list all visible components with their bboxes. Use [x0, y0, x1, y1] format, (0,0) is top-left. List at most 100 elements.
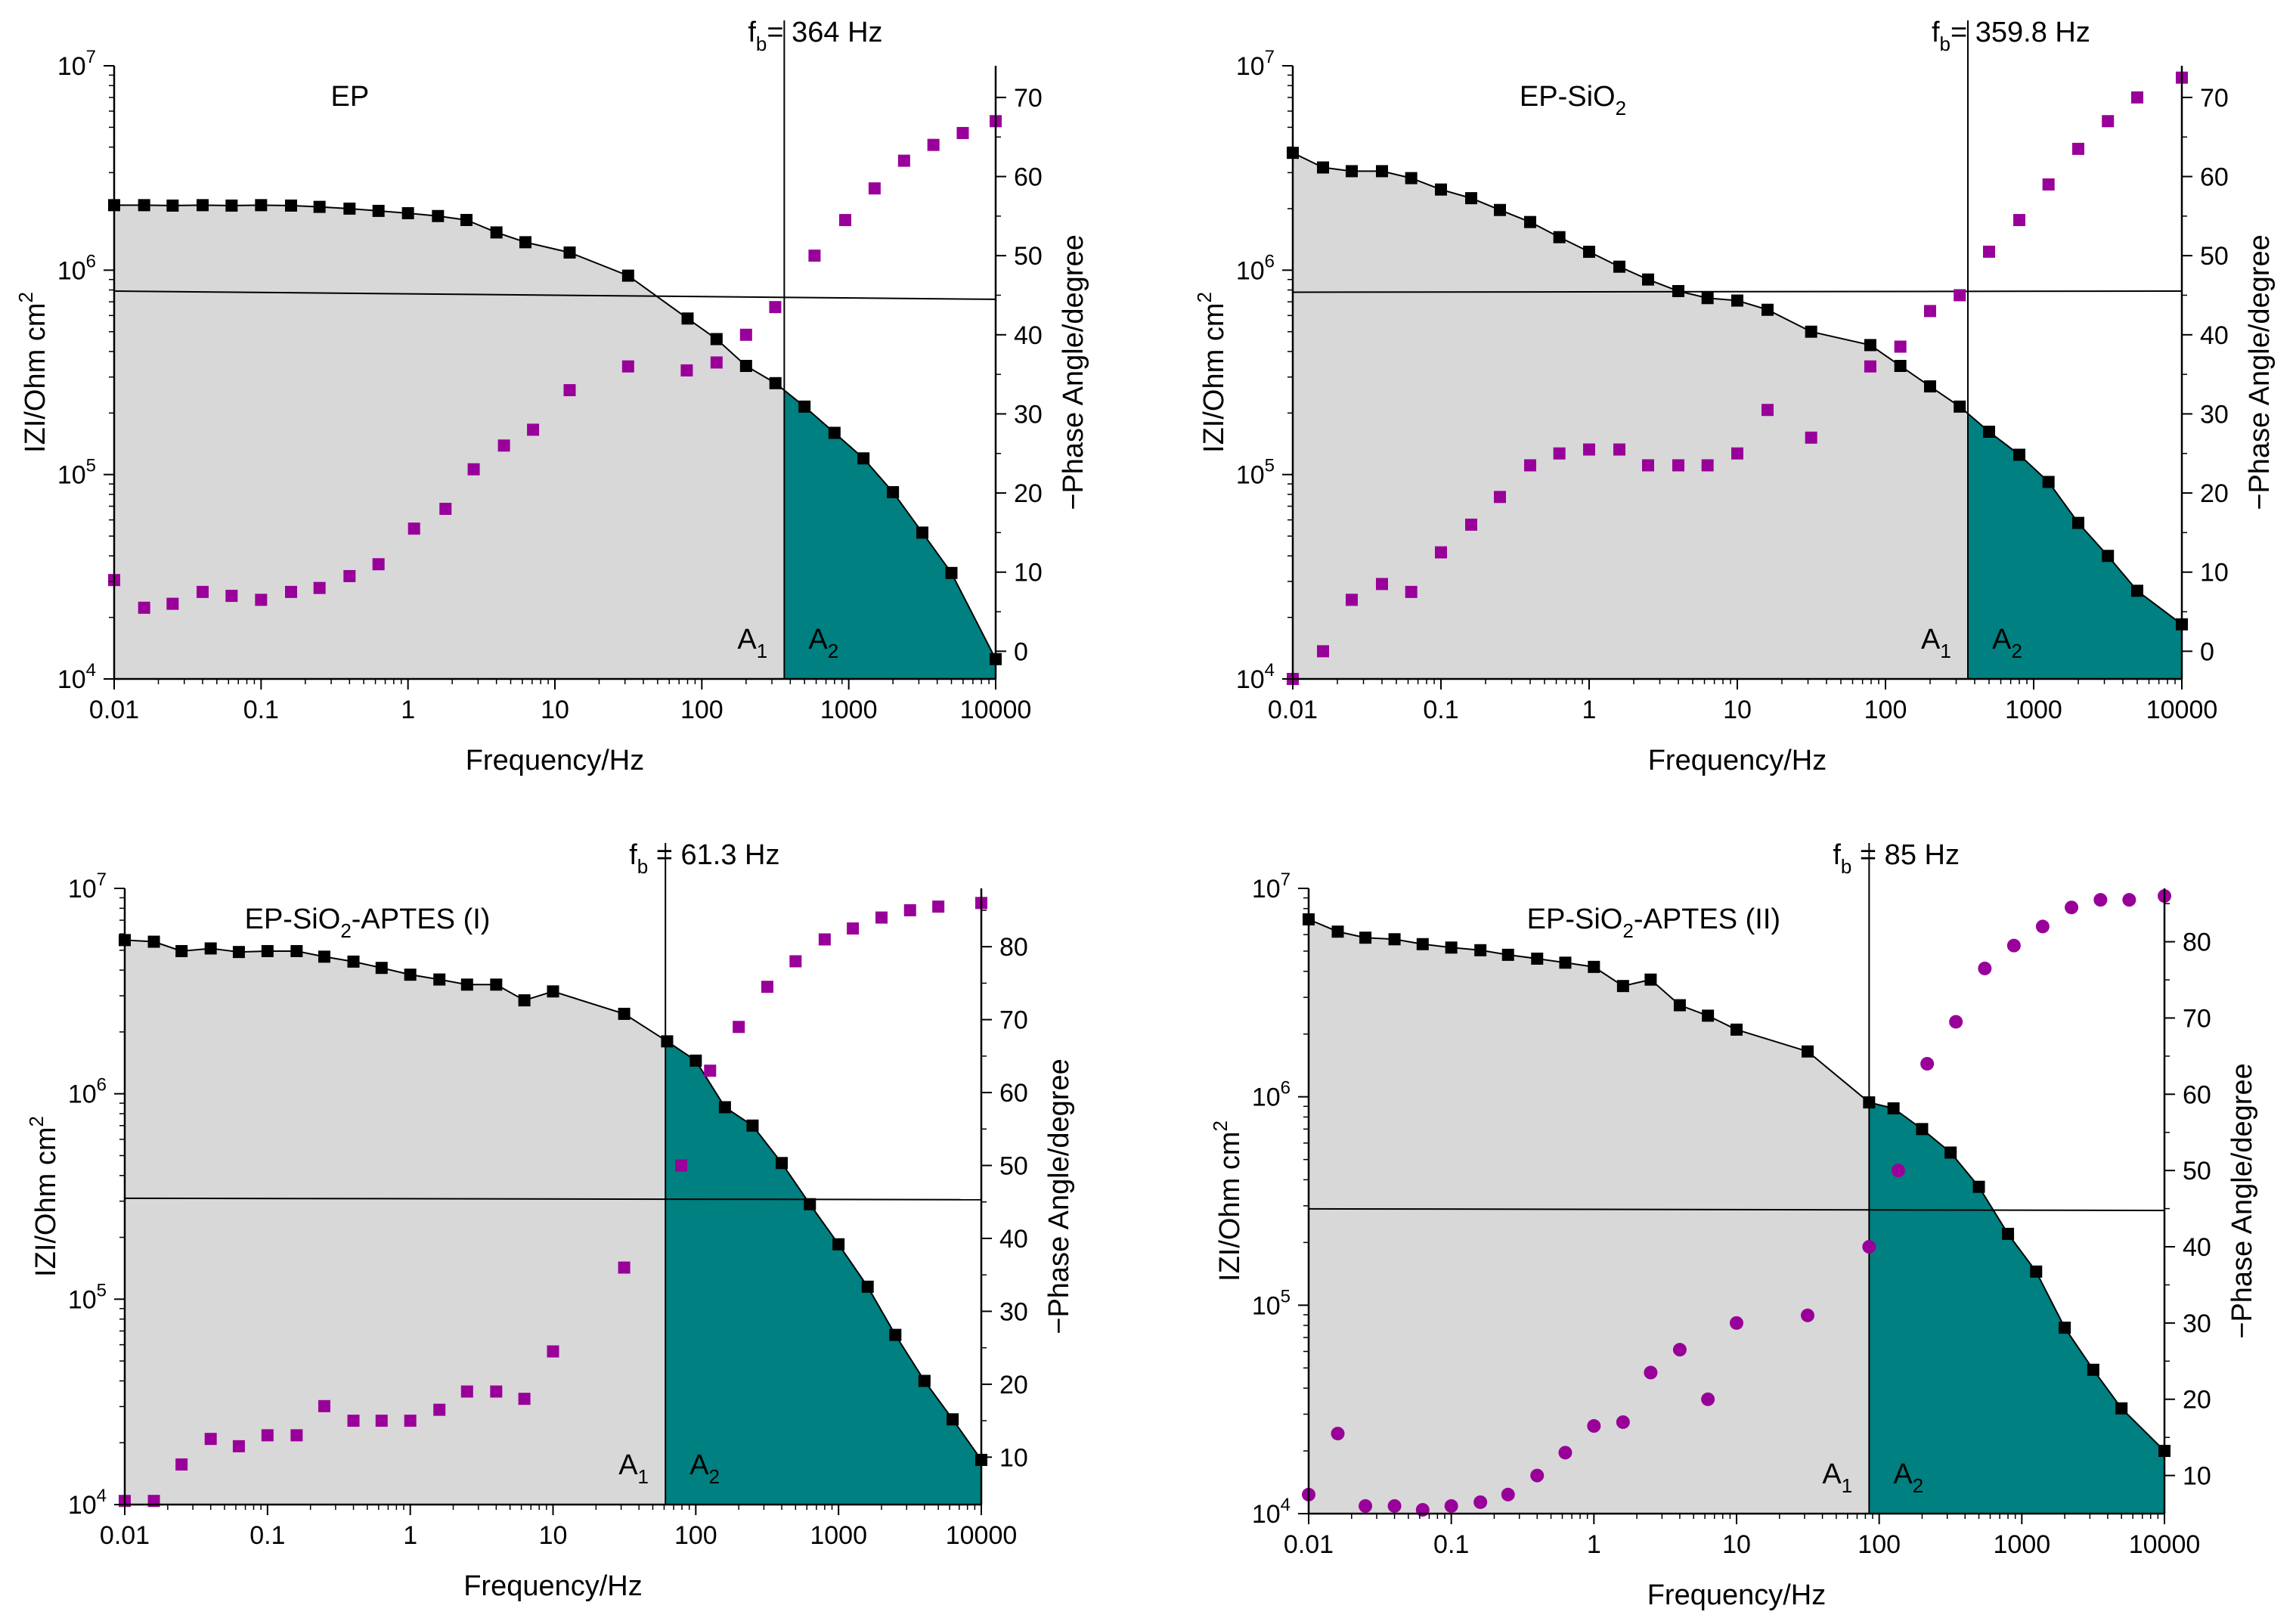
impedance-point — [661, 1035, 674, 1048]
impedance-point — [618, 1007, 631, 1020]
x-tick-label: 100 — [680, 696, 724, 724]
x-tick-label: 10 — [539, 1521, 568, 1550]
phase-point — [2122, 893, 2136, 907]
panel-title: EP — [331, 81, 370, 113]
impedance-line — [1308, 919, 2165, 1452]
phase-point — [1731, 447, 1743, 460]
impedance-point — [1474, 944, 1487, 956]
phase-point — [847, 922, 860, 935]
y2-tick-label: 50 — [999, 1152, 1028, 1181]
impedance-point — [798, 400, 811, 413]
y-tick-label: 104 — [68, 1486, 107, 1520]
phase-point — [372, 558, 385, 571]
x-tick-label: 0.1 — [1423, 696, 1458, 724]
x-tick-label: 100 — [674, 1521, 717, 1550]
y-tick-label: 106 — [68, 1075, 107, 1109]
phase-point — [1924, 305, 1937, 318]
y-tick-label: 104 — [1252, 1495, 1291, 1529]
phase-point — [1473, 1495, 1488, 1509]
phase-point — [1801, 1308, 1815, 1322]
phase-point — [490, 1385, 503, 1398]
y2-tick-label: 60 — [1014, 163, 1043, 192]
phase-point — [2035, 919, 2050, 934]
x-tick-label: 10000 — [946, 1521, 1018, 1550]
y-tick-label: 107 — [57, 47, 96, 81]
phase-point — [285, 585, 298, 598]
phase-point — [1387, 1499, 1402, 1513]
phase-point — [1493, 491, 1506, 504]
impedance-point — [2102, 550, 2115, 563]
phase-point — [460, 1385, 473, 1398]
impedance-point — [1465, 192, 1478, 205]
impedance-point — [916, 526, 929, 539]
area-a2-label: A2 — [1992, 624, 2022, 662]
y-tick-label: 106 — [1236, 251, 1275, 285]
y2-tick-label: 0 — [1014, 637, 1028, 666]
y-tick-label: 105 — [1252, 1286, 1291, 1320]
area-a2-label: A2 — [689, 1449, 720, 1488]
phase-point — [618, 1261, 631, 1274]
impedance-point — [1924, 380, 1937, 393]
area-a1-fill — [125, 940, 666, 1505]
impedance-point — [432, 209, 445, 222]
phase-point — [808, 250, 821, 262]
x-tick-label: 0.1 — [1433, 1530, 1469, 1559]
impedance-point — [1616, 980, 1629, 993]
phase-point — [2006, 938, 2021, 953]
fb-label: fb = 85 Hz — [1833, 839, 1960, 878]
impedance-point — [2115, 1402, 2128, 1415]
x-tick-label: 1 — [403, 1521, 417, 1550]
phase-point — [2065, 900, 2079, 915]
impedance-point — [776, 1157, 789, 1170]
phase-point — [2130, 91, 2143, 104]
y-axis-title: IZI/Ohm cm2 — [14, 292, 51, 453]
phase-point — [2093, 893, 2108, 907]
x-tick-label: 0.1 — [243, 696, 279, 724]
impedance-point — [2013, 448, 2026, 461]
x-tick-label: 100 — [1864, 696, 1907, 724]
phase-point — [404, 1415, 417, 1427]
y2-tick-label: 70 — [999, 1006, 1028, 1035]
x-axis-title: Frequency/Hz — [463, 1570, 643, 1602]
impedance-point — [1864, 339, 1876, 352]
x-tick-label: 1000 — [810, 1521, 867, 1550]
phase-point — [1862, 1240, 1876, 1254]
impedance-point — [197, 199, 209, 212]
y2-tick-label: 80 — [2183, 928, 2211, 957]
impedance-point — [1317, 161, 1330, 174]
impedance-point — [490, 226, 503, 239]
impedance-point — [1673, 999, 1686, 1012]
impedance-point — [460, 213, 473, 226]
phase-point — [1701, 1392, 1715, 1406]
impedance-point — [739, 359, 752, 372]
phase-point — [956, 126, 969, 139]
impedance-point — [1501, 948, 1514, 961]
y-axis-title: IZI/Ohm cm2 — [1193, 292, 1230, 453]
y-tick-label: 107 — [68, 869, 107, 903]
impedance-point — [1731, 294, 1743, 307]
phase-45-line — [1308, 1207, 2165, 1211]
phase-point — [1701, 459, 1714, 472]
phase-point — [204, 1433, 217, 1446]
area-a2-label: A2 — [1893, 1458, 1923, 1497]
phase-point — [704, 1065, 717, 1077]
impedance-point — [166, 199, 179, 212]
impedance-point — [1613, 260, 1626, 273]
phase-point — [1558, 1446, 1572, 1460]
fb-label: fb= 364 Hz — [748, 17, 882, 55]
impedance-point — [563, 246, 576, 259]
panel-title: EP-SiO2-APTES (II) — [1527, 903, 1780, 942]
impedance-point — [1887, 1102, 1900, 1114]
y2-tick-label: 60 — [2183, 1080, 2211, 1109]
phase-point — [1317, 645, 1330, 658]
y-tick-label: 106 — [1252, 1078, 1291, 1112]
phase-point — [313, 581, 326, 594]
chart-panel-ep-sio2-aptes-ii: 0.01 0.1 1 10 100 1000 10000 104 105 106 107 10 20 30… — [1209, 839, 2258, 1611]
phase-point — [407, 522, 420, 535]
phase-point — [1672, 1343, 1687, 1357]
impedance-point — [832, 1238, 845, 1251]
impedance-point — [1388, 933, 1401, 946]
phase-point — [1672, 459, 1685, 472]
area-a1-label: A1 — [1822, 1458, 1852, 1497]
